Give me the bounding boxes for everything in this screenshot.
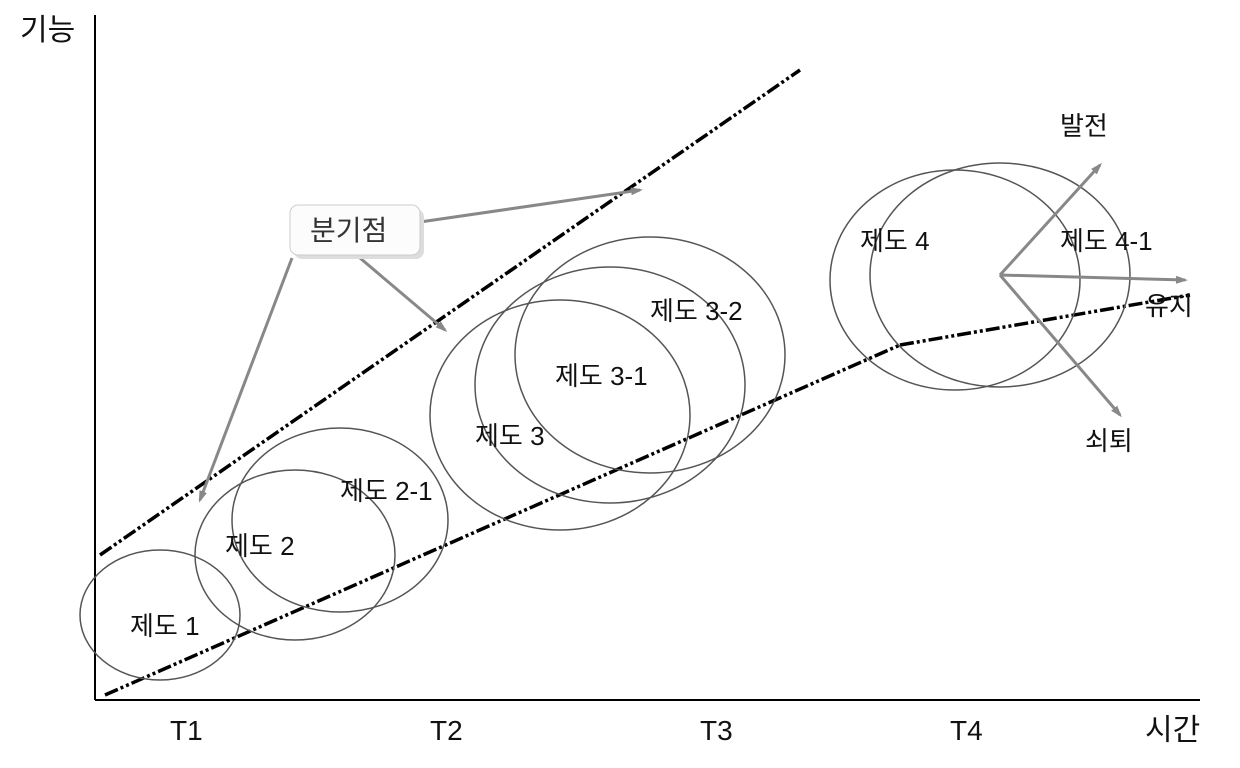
x-axis-label: 시간	[1145, 714, 1200, 747]
callout-arrow	[360, 258, 445, 330]
callout-arrow	[420, 190, 640, 222]
institution-label: 제도 3	[475, 421, 545, 451]
branch-label: 쇠퇴	[1085, 426, 1133, 456]
branch-label: 유지	[1145, 291, 1193, 321]
x-tick-labels: T1 T2 T3 T4	[170, 715, 983, 746]
x-tick-label: T4	[950, 715, 983, 746]
institution-label: 제도 3-1	[555, 361, 648, 391]
path-dependence-diagram: 분기점 제도 1제도 2제도 2-1제도 3제도 3-1제도 3-2제도 4제도…	[0, 0, 1240, 768]
institution-label: 제도 2-1	[340, 476, 433, 506]
callout-label: 분기점	[310, 215, 387, 246]
node-labels: 제도 1 제도 2 제도 2-1 제도 3 제도 3-1 제도 3-2 제도 4 제도 4-1	[130, 226, 1153, 641]
branch-arrow	[1000, 165, 1100, 275]
institution-ellipses	[80, 163, 1130, 680]
institution-ellipse	[232, 428, 448, 612]
branch-arrows	[1000, 165, 1185, 415]
x-tick-label: T1	[170, 715, 203, 746]
institution-label: 제도 4	[860, 226, 930, 256]
institution-label: 제도 4-1	[1060, 226, 1153, 256]
callout-arrow	[200, 258, 292, 500]
y-axis-label: 기능	[20, 14, 75, 47]
axes	[95, 15, 1200, 700]
x-tick-label: T3	[700, 715, 733, 746]
institution-label: 제도 1	[130, 611, 200, 641]
envelope-lower-seg1	[105, 345, 900, 695]
callout-box: 분기점	[290, 205, 424, 259]
institution-label: 제도 2	[225, 531, 295, 561]
branch-arrow	[1000, 275, 1185, 280]
institution-ellipse	[830, 170, 1080, 390]
institution-label: 제도 3-2	[650, 296, 743, 326]
branch-label: 발전	[1060, 111, 1108, 141]
x-tick-label: T2	[430, 715, 463, 746]
